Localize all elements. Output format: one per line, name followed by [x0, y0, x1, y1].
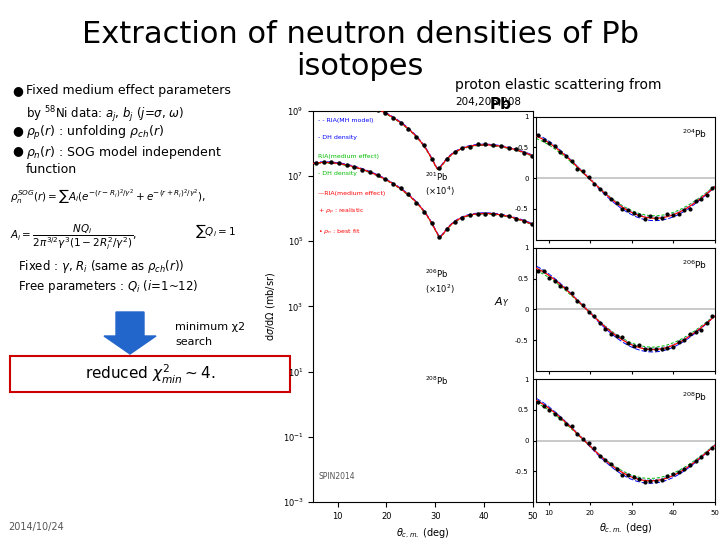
- Text: $\sum Q_i = 1$: $\sum Q_i = 1$: [195, 222, 235, 240]
- Text: by $^{58}$Ni data: $a_j$, $b_j$ ($j$=$\sigma$, $\omega$): by $^{58}$Ni data: $a_j$, $b_j$ ($j$=$\s…: [26, 104, 184, 125]
- Text: minimum χ2: minimum χ2: [175, 322, 245, 332]
- Text: SPIN2014: SPIN2014: [318, 472, 355, 481]
- Text: ●: ●: [12, 144, 23, 157]
- Text: $^{208}$Pb: $^{208}$Pb: [682, 390, 707, 402]
- Text: $\rho_n^{SOG}(r) = \sum A_i(e^{-(r-R_i)^2/\gamma^2} + e^{-(r+R_i)^2/\gamma^2}),$: $\rho_n^{SOG}(r) = \sum A_i(e^{-(r-R_i)^…: [10, 188, 206, 206]
- Text: $^{201}$Pb
(×10$^4$): $^{201}$Pb (×10$^4$): [426, 170, 455, 198]
- Text: $\rho_p(r)$ : unfolding $\rho_{ch}(r)$: $\rho_p(r)$ : unfolding $\rho_{ch}(r)$: [26, 124, 164, 142]
- Y-axis label: d$\sigma$/d$\Omega$ (mb/sr): d$\sigma$/d$\Omega$ (mb/sr): [264, 272, 277, 341]
- Text: Pb: Pb: [490, 97, 512, 112]
- Text: ●: ●: [12, 84, 23, 97]
- Text: Fixed : $\gamma$, $R_i$ (same as $\rho_{ch}(r)$): Fixed : $\gamma$, $R_i$ (same as $\rho_{…: [18, 258, 184, 275]
- Text: $^{208}$Pb: $^{208}$Pb: [426, 375, 449, 387]
- Text: 204,206,208: 204,206,208: [455, 97, 521, 107]
- Text: • $\rho_n$ : best fit: • $\rho_n$ : best fit: [318, 227, 361, 236]
- Text: $^{204}$Pb: $^{204}$Pb: [682, 128, 707, 140]
- Text: 2014/10/24: 2014/10/24: [8, 522, 64, 532]
- Text: + $\rho_p$ : realistic: + $\rho_p$ : realistic: [318, 207, 364, 217]
- Y-axis label: $A_Y$: $A_Y$: [493, 295, 509, 309]
- Text: $\rho_n(r)$ : SOG model independent: $\rho_n(r)$ : SOG model independent: [26, 144, 222, 161]
- Text: $^{206}$Pb
(×10$^2$): $^{206}$Pb (×10$^2$): [426, 268, 455, 296]
- Text: - DH density: - DH density: [318, 171, 357, 176]
- Text: Fixed medium effect parameters: Fixed medium effect parameters: [26, 84, 231, 97]
- Text: - - RIA(MH model): - - RIA(MH model): [318, 118, 374, 123]
- Text: search: search: [175, 337, 212, 347]
- Text: isotopes: isotopes: [297, 52, 423, 81]
- Text: Extraction of neutron densities of Pb: Extraction of neutron densities of Pb: [81, 20, 639, 49]
- Text: function: function: [26, 163, 77, 176]
- X-axis label: $\theta_{c.m.}$ (deg): $\theta_{c.m.}$ (deg): [396, 526, 450, 540]
- Text: proton elastic scattering from: proton elastic scattering from: [455, 78, 662, 92]
- Text: ●: ●: [12, 124, 23, 137]
- Text: Free parameters : $Q_i$ ($i$=1~12): Free parameters : $Q_i$ ($i$=1~12): [18, 278, 199, 295]
- Text: RIA(medium effect): RIA(medium effect): [318, 154, 379, 159]
- Text: —RIA(medium effect): —RIA(medium effect): [318, 191, 385, 195]
- FancyArrow shape: [104, 312, 156, 354]
- Text: $^{206}$Pb: $^{206}$Pb: [682, 259, 707, 271]
- Text: $A_i = \dfrac{NQ_i}{2\pi^{3/2}\gamma^3(1-2R_i^2/\gamma^2)},$: $A_i = \dfrac{NQ_i}{2\pi^{3/2}\gamma^3(1…: [10, 222, 137, 252]
- X-axis label: $\theta_{c.m.}$ (deg): $\theta_{c.m.}$ (deg): [599, 522, 652, 535]
- Text: reduced $\chi^2_{min} \sim 4.$: reduced $\chi^2_{min} \sim 4.$: [85, 362, 215, 386]
- Text: - DH density: - DH density: [318, 135, 357, 140]
- Bar: [10, 356, 290, 392]
